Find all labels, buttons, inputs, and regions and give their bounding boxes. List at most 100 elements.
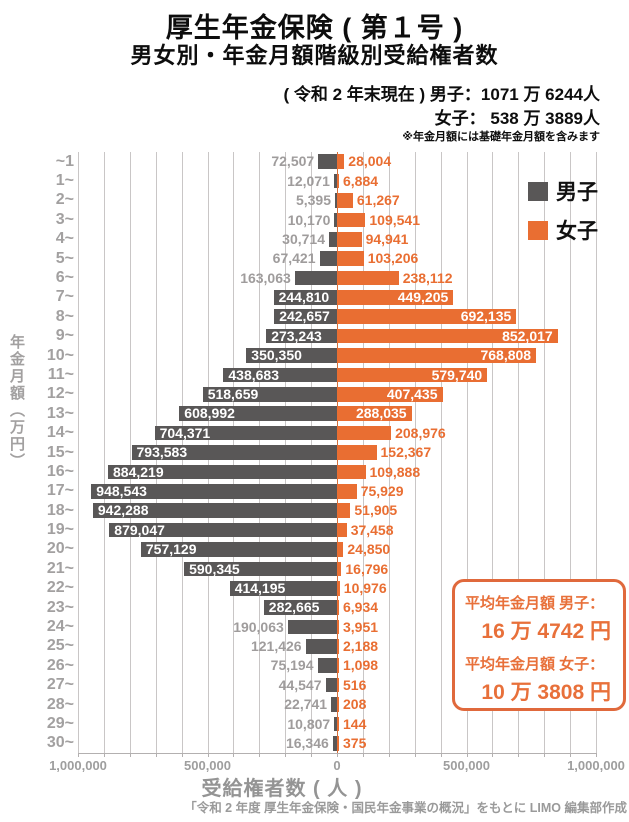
male-color-swatch <box>528 181 548 201</box>
axis-tick <box>596 753 597 757</box>
axis-tick <box>129 753 131 757</box>
gridline <box>596 152 597 753</box>
male-bar <box>274 309 337 325</box>
male-value-label: 948,543 <box>96 482 147 499</box>
female-bar <box>337 697 339 712</box>
female-bar <box>337 522 347 538</box>
male-value-label: 704,371 <box>159 424 211 441</box>
y-category-label: 16~ <box>46 462 74 480</box>
male-value-label: 72,507 <box>271 153 315 170</box>
header-footnote: ※年金月額には基礎年金月額を含みます <box>402 131 600 143</box>
female-value-label: 61,267 <box>356 192 400 209</box>
axis-tick <box>259 753 261 757</box>
female-value-label: 6,934 <box>343 599 379 616</box>
male-bar <box>317 658 337 674</box>
male-bar <box>266 328 337 344</box>
male-bar <box>273 290 337 305</box>
male-value-label: 590,345 <box>189 560 240 577</box>
x-axis-title: 受給権者数 ( 人 ) <box>201 778 363 800</box>
female-value-label: 152,367 <box>380 444 432 461</box>
male-bar <box>140 542 337 557</box>
male-bar <box>263 600 337 615</box>
female-value-label: 407,435 <box>386 386 438 403</box>
axis-tick <box>285 753 287 757</box>
male-value-label: 121,426 <box>250 638 302 655</box>
axis-tick <box>103 753 105 757</box>
male-bar <box>294 270 337 286</box>
male-bar <box>154 425 337 441</box>
male-value-label: 942,288 <box>97 502 149 519</box>
female-color-swatch <box>528 220 548 240</box>
female-bar <box>337 231 362 247</box>
axis-tick <box>311 753 313 757</box>
x-axis-line <box>78 753 596 754</box>
female-value-label: 75,929 <box>360 482 404 499</box>
male-value-label: 75,194 <box>270 657 314 674</box>
male-value-label: 30,714 <box>282 230 325 247</box>
female-bar <box>337 542 344 557</box>
y-category-label: 20~ <box>46 540 74 558</box>
y-category-label: 1~ <box>55 172 74 190</box>
male-value-label: 282,665 <box>268 599 320 616</box>
average-female-value: 10 万 3808 円 <box>481 681 611 704</box>
female-bar <box>337 464 366 480</box>
female-bar <box>337 348 537 363</box>
male-value-label: 884,219 <box>113 463 164 480</box>
female-bar <box>337 503 351 518</box>
male-bar <box>246 348 337 363</box>
female-bar <box>337 367 488 383</box>
male-bar <box>92 503 337 518</box>
y-category-label: 21~ <box>46 559 74 577</box>
page-title: 厚生年金保険 ( 第１号 ) <box>165 13 464 43</box>
y-category-label: 4~ <box>55 230 74 248</box>
female-bar <box>337 600 339 615</box>
y-category-label: 19~ <box>46 521 74 539</box>
chart-legend: 男子 女子 <box>528 176 598 254</box>
y-axis-title: 年金月額（万円） <box>8 334 25 470</box>
male-value-label: 244,810 <box>278 289 330 306</box>
female-value-label: 24,850 <box>347 541 391 558</box>
male-value-label: 22,741 <box>284 696 328 713</box>
female-value-label: 516 <box>343 676 367 693</box>
female-bar <box>337 387 443 402</box>
y-category-label: 12~ <box>46 385 74 403</box>
y-category-label: 26~ <box>46 656 74 674</box>
source-credit: 「令和 2 年度 厚生年金保険・国民年金事業の概況」をもとに LIMO 編集部作… <box>184 801 627 815</box>
female-value-label: 10,976 <box>343 579 387 596</box>
male-value-label: 793,583 <box>136 444 188 461</box>
male-bar <box>287 619 337 635</box>
male-value-label: 242,657 <box>279 308 330 325</box>
male-bar <box>334 212 337 228</box>
y-category-label: 25~ <box>46 637 74 655</box>
y-category-label: 18~ <box>46 501 74 519</box>
male-bar <box>333 173 337 189</box>
y-category-label: 2~ <box>55 191 74 209</box>
female-value-label: 51,905 <box>354 502 398 519</box>
gridline <box>414 152 416 753</box>
y-category-label: 13~ <box>46 404 74 422</box>
legend-label-male: 男子 <box>556 181 598 204</box>
male-bar <box>329 231 337 247</box>
axis-tick <box>155 753 157 757</box>
legend-item-female: 女子 <box>528 215 598 245</box>
female-value-label: 109,888 <box>369 463 421 480</box>
gridline <box>78 152 79 753</box>
male-bar <box>332 736 337 751</box>
y-category-label: 14~ <box>46 424 74 442</box>
female-bar <box>337 270 399 286</box>
female-value-label: 94,941 <box>365 230 409 247</box>
header-info-female-total: 女子： 538 万 3889人 <box>434 109 600 128</box>
female-bar <box>337 290 454 305</box>
female-bar <box>337 193 353 208</box>
female-bar <box>337 716 339 732</box>
y-category-label: 30~ <box>46 734 74 752</box>
average-female-label: 平均年金月額 女子： <box>465 656 605 673</box>
female-bar <box>337 619 339 635</box>
y-category-label: 15~ <box>46 443 74 461</box>
male-value-label: 67,421 <box>272 250 316 267</box>
female-bar <box>337 445 377 460</box>
female-value-label: 852,017 <box>502 327 553 344</box>
female-bar <box>337 251 364 266</box>
male-value-label: 190,063 <box>233 618 284 635</box>
legend-label-female: 女子 <box>556 220 598 243</box>
